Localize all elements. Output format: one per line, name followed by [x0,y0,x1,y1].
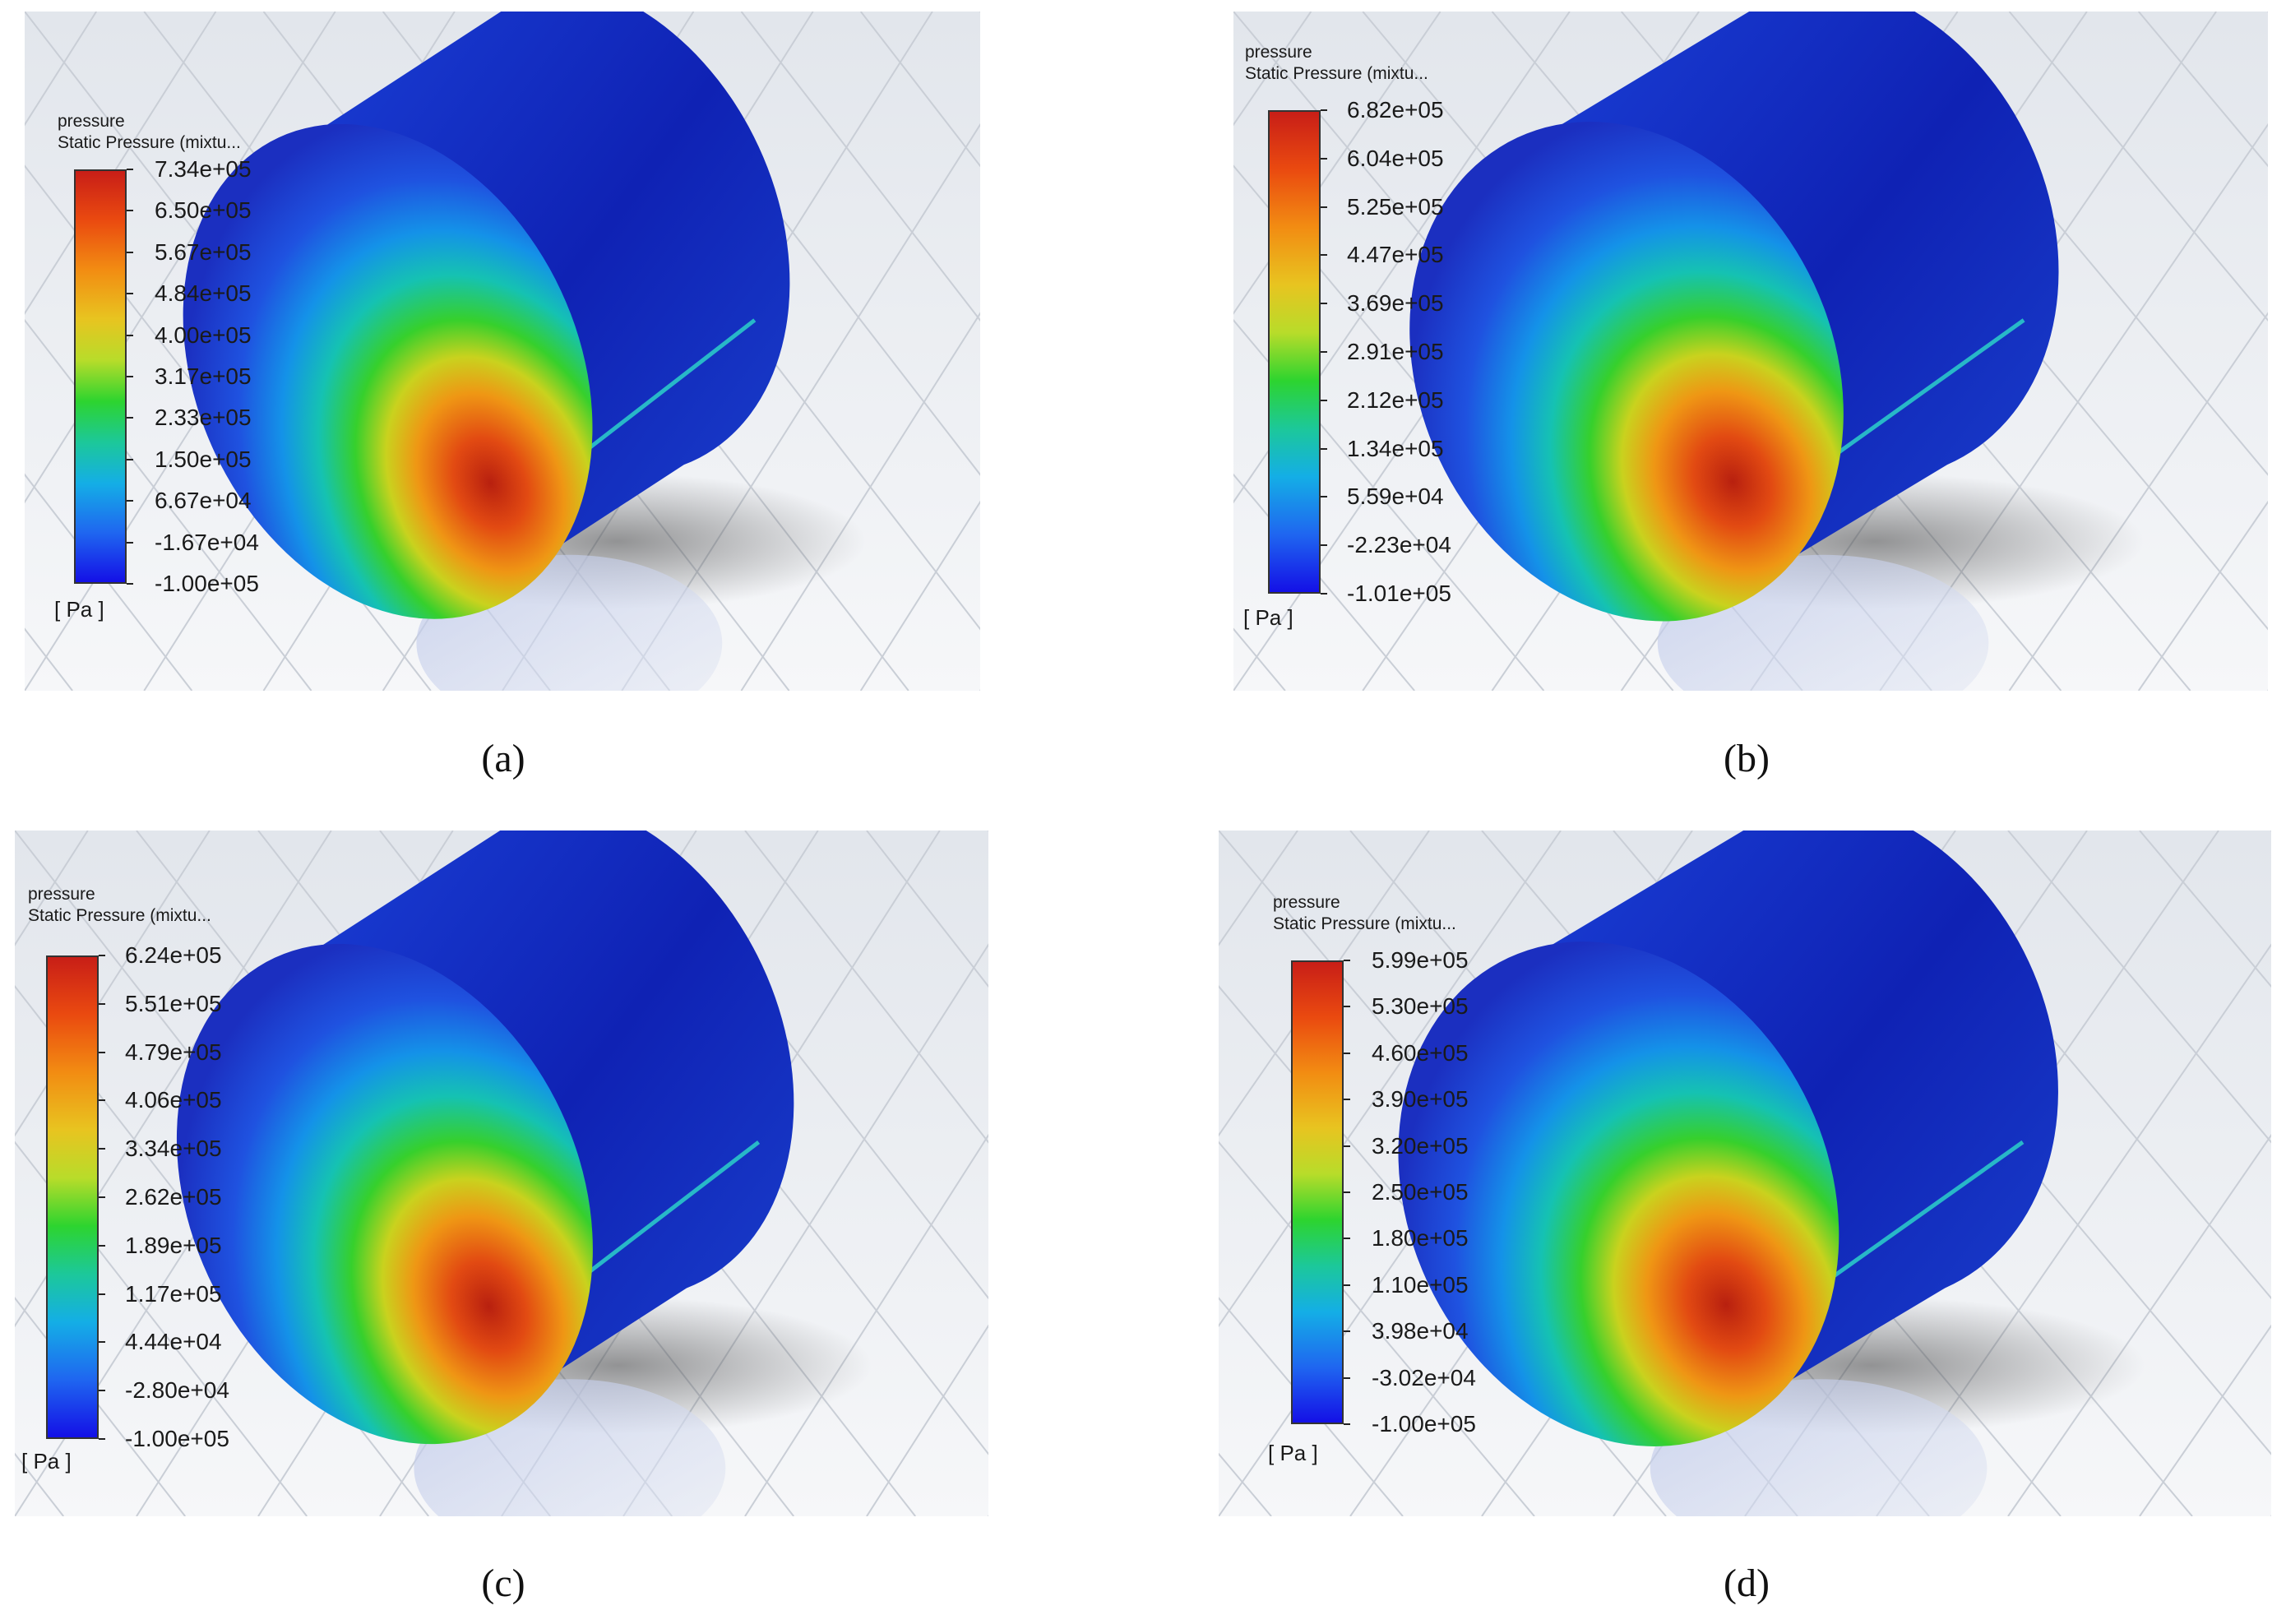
caption-c: (c) [481,1562,525,1605]
caption-d: (d) [1724,1562,1770,1605]
caption-a: (a) [481,737,525,780]
cylinder-render [15,831,988,1516]
contour-panel-a: pressure Static Pressure (mixtu... 7.34e+0… [25,12,980,691]
contour-panel-b: pressure Static Pressure (mixtu... 6.82e+0… [1233,12,2268,691]
cylinder-render [25,12,980,691]
cylinder-render [1233,12,2268,691]
cylinder-render [1219,831,2271,1516]
contour-panel-d: pressure Static Pressure (mixtu... 5.99e+0… [1219,831,2271,1516]
contour-panel-c: pressure Static Pressure (mixtu... 6.24e+0… [15,831,988,1516]
caption-b: (b) [1724,737,1770,780]
